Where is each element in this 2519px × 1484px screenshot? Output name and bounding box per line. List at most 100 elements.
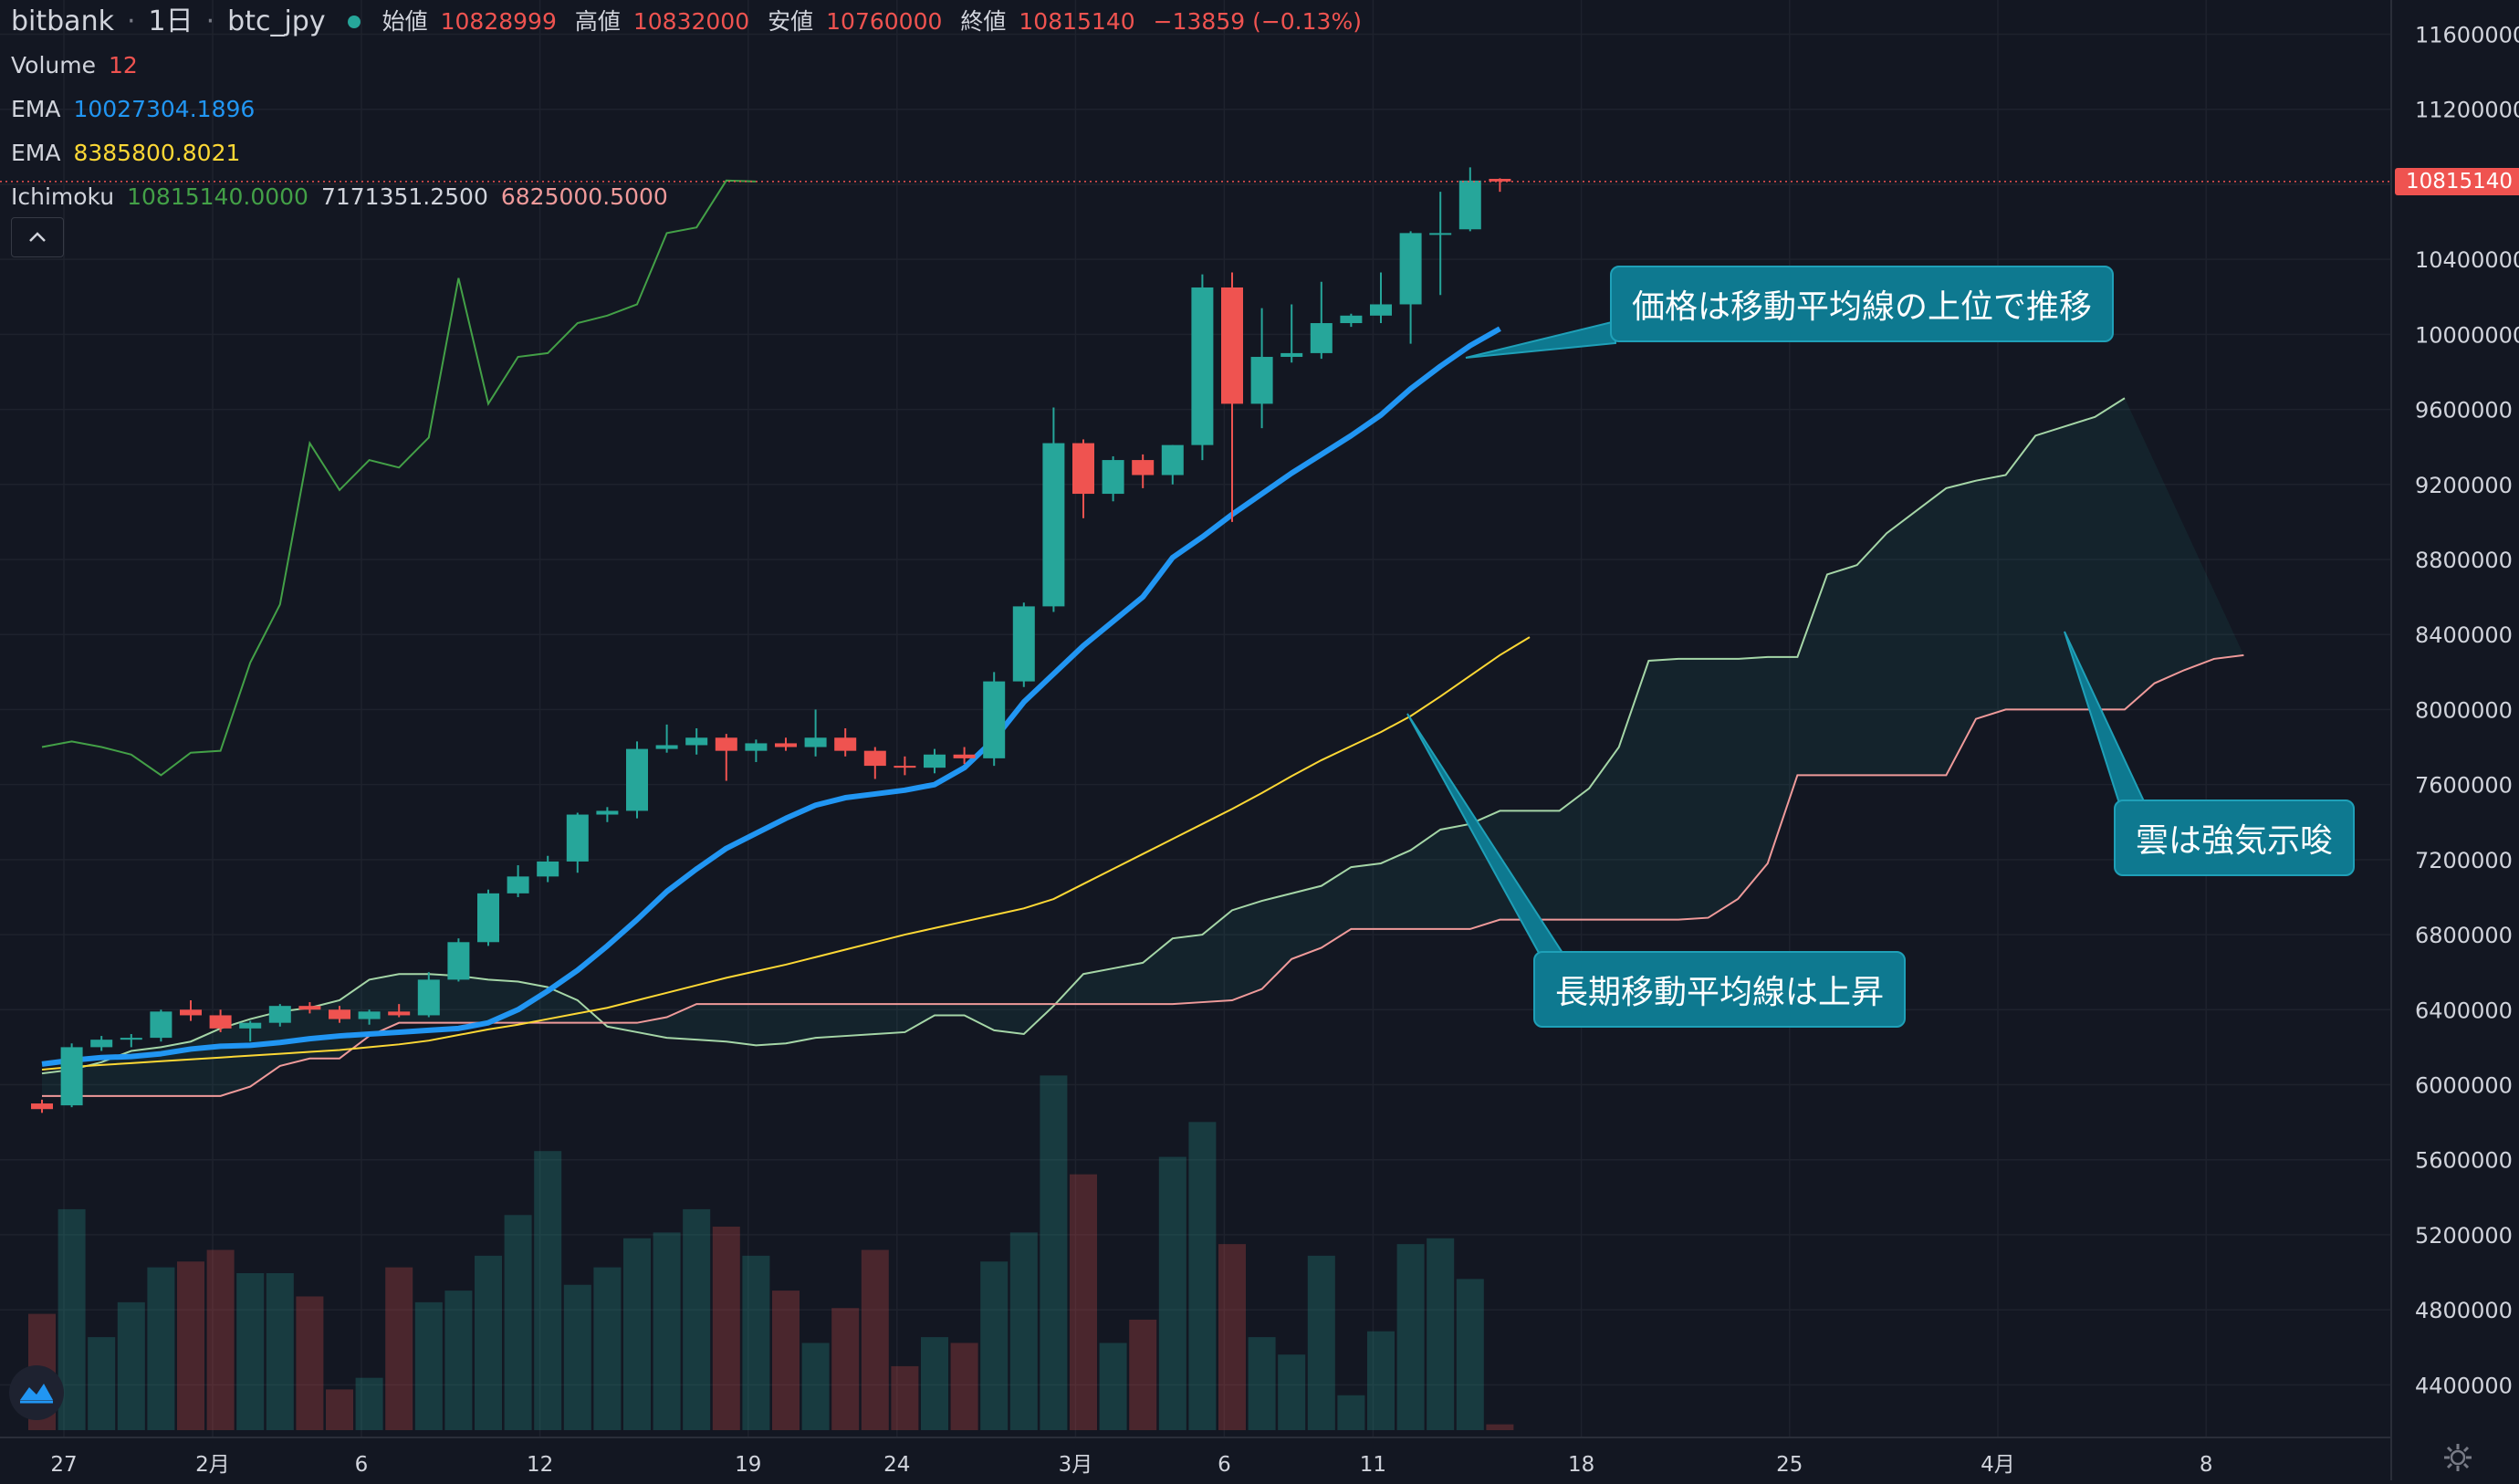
candle-body <box>775 743 797 747</box>
volume-bar <box>177 1261 204 1430</box>
volume-bar <box>772 1291 800 1430</box>
price-tick-label: 6800000 <box>2415 923 2513 948</box>
volume-value: 12 <box>108 52 138 78</box>
time-tick-label: 27 <box>50 1453 77 1477</box>
time-tick-label: 12 <box>527 1453 553 1477</box>
volume-layer <box>28 1075 1514 1430</box>
price-tick-label: 9200000 <box>2415 473 2513 498</box>
volume-bar <box>1337 1395 1365 1430</box>
tradingview-logo-icon[interactable] <box>9 1365 64 1420</box>
volume-bar <box>563 1284 591 1430</box>
ema-fast-legend[interactable]: EMA 10027304.1896 <box>11 88 1367 131</box>
volume-bar <box>414 1301 443 1430</box>
price-tick-label: 6400000 <box>2415 998 2513 1023</box>
candle-body <box>834 737 857 751</box>
candle-body <box>31 1103 53 1110</box>
ichimoku-cloud <box>42 398 2244 1096</box>
ema-fast-label: EMA <box>11 96 61 122</box>
volume-bar <box>1396 1244 1425 1430</box>
volume-bar <box>801 1343 830 1430</box>
time-tick-label: 6 <box>355 1453 369 1477</box>
candle-body <box>626 748 648 811</box>
time-tick-label: 2月 <box>195 1453 230 1477</box>
callout-pointer-price <box>1465 319 1616 359</box>
volume-bar <box>1248 1337 1276 1430</box>
settings-gear-icon[interactable] <box>2442 1442 2473 1473</box>
candle-body <box>1221 287 1243 404</box>
volume-bar <box>623 1238 651 1430</box>
candle-body <box>1429 233 1452 235</box>
volume-legend[interactable]: Volume 12 <box>11 44 1367 88</box>
last-price-label: 10815140 <box>2395 168 2519 195</box>
price-tick-label: 7600000 <box>2415 773 2513 799</box>
volume-bar <box>1040 1075 1068 1430</box>
indicator-line-layer <box>41 179 1531 1071</box>
volume-bar <box>1070 1174 1097 1430</box>
market-status-icon <box>347 16 361 28</box>
ichimoku-value-3: 6825000.5000 <box>500 183 668 210</box>
time-tick-label: 18 <box>1568 1453 1594 1477</box>
price-tick-label: 4800000 <box>2415 1298 2513 1323</box>
volume-bar <box>475 1255 502 1430</box>
volume-bar <box>296 1296 324 1430</box>
candle-body <box>120 1038 142 1040</box>
candle-body <box>1191 287 1214 445</box>
candle-body <box>90 1040 113 1048</box>
candle-body <box>1280 352 1303 358</box>
low-label: 安値 <box>768 8 814 35</box>
chikou-span <box>41 179 757 777</box>
ema-slow-line <box>41 636 1531 1071</box>
ema-slow-value: 8385800.8021 <box>73 140 241 166</box>
candle-body <box>1340 315 1363 324</box>
time-tick-label: 8 <box>2200 1453 2213 1477</box>
volume-bar <box>921 1337 948 1430</box>
candle-body <box>447 942 470 980</box>
time-tick-label: 4月 <box>1981 1453 2015 1477</box>
time-tick-label: 11 <box>1360 1453 1386 1477</box>
symbol-name[interactable]: btc_jpy <box>227 5 326 37</box>
price-tick-label: 9600000 <box>2415 398 2513 423</box>
volume-bar <box>1486 1424 1514 1430</box>
time-tick-label: 6 <box>1218 1453 1231 1477</box>
candle-body <box>1489 178 1511 182</box>
volume-bar <box>950 1343 978 1430</box>
candle-body <box>1132 460 1155 476</box>
volume-bar <box>1427 1238 1455 1430</box>
volume-bar <box>385 1267 413 1430</box>
volume-bar <box>1307 1255 1335 1430</box>
price-tick-label: 6000000 <box>2415 1073 2513 1099</box>
collapse-legend-button[interactable] <box>11 217 64 257</box>
price-tick-label: 8000000 <box>2415 697 2513 723</box>
exchange-name[interactable]: bitbank <box>11 5 114 37</box>
ema-fast-line <box>41 326 1501 1067</box>
candle-body <box>537 861 559 877</box>
candle-body <box>1458 180 1481 230</box>
callout-long-ma-rising[interactable]: 長期移動平均線は上昇 <box>1533 951 1907 1028</box>
interval[interactable]: 1日 <box>148 5 193 37</box>
candle-body <box>60 1047 83 1106</box>
candle-body <box>209 1015 232 1029</box>
ema-slow-legend[interactable]: EMA 8385800.8021 <box>11 131 1367 175</box>
candle-body <box>1042 443 1065 607</box>
candle-body <box>1012 606 1035 682</box>
annotation-layer <box>0 181 2391 954</box>
ichimoku-legend[interactable]: Ichimoku 10815140.0000 7171351.2500 6825… <box>11 175 1367 219</box>
volume-bar <box>88 1337 116 1430</box>
ichimoku-label: Ichimoku <box>11 183 115 210</box>
high-label: 高値 <box>574 8 621 35</box>
callout-price-above-ma[interactable]: 価格は移動平均線の上位で推移 <box>1610 266 2115 342</box>
volume-bar <box>1218 1244 1246 1430</box>
candle-layer <box>31 167 1511 1113</box>
volume-bar <box>1129 1319 1157 1430</box>
price-tick-label: 8400000 <box>2415 622 2513 648</box>
volume-bar <box>653 1232 681 1430</box>
volume-label: Volume <box>11 52 96 78</box>
change-value: −13859 (−0.13%) <box>1153 8 1362 35</box>
callout-cloud-bullish[interactable]: 雲は強気示唆 <box>2114 799 2356 876</box>
close-label: 終値 <box>960 8 1007 35</box>
volume-bar <box>1158 1156 1186 1430</box>
time-tick-label: 24 <box>883 1453 910 1477</box>
candle-body <box>417 979 440 1016</box>
